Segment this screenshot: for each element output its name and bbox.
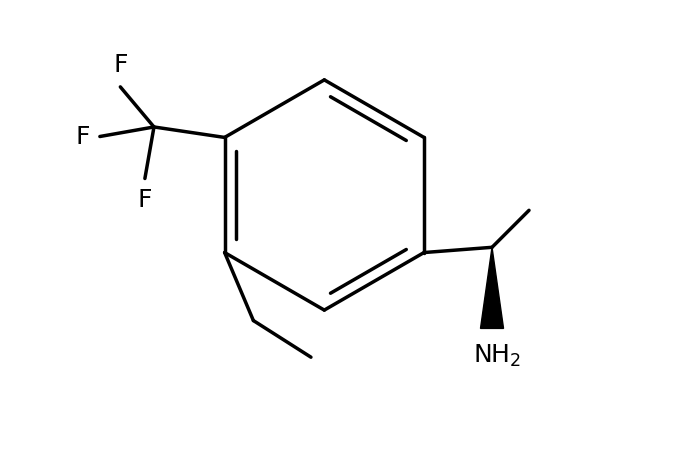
Text: F: F [76, 125, 90, 148]
Polygon shape [481, 247, 503, 328]
Text: F: F [137, 188, 152, 212]
Text: F: F [113, 54, 128, 77]
Text: NH$_2$: NH$_2$ [473, 343, 522, 369]
